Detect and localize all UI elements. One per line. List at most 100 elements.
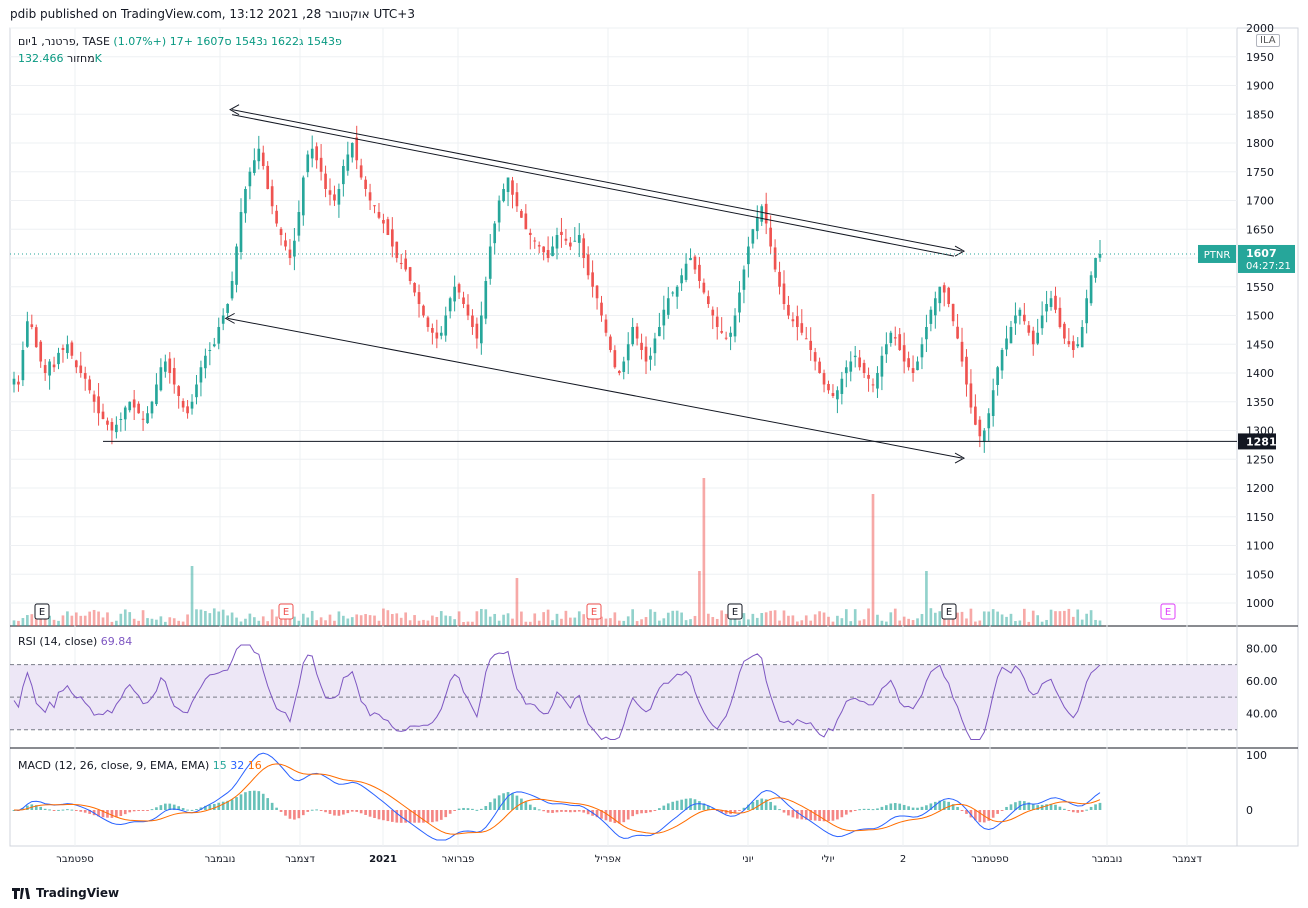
candle-body <box>787 304 790 316</box>
volume-bar <box>1071 616 1075 626</box>
volume-bar <box>1036 615 1040 626</box>
candle-body <box>261 152 265 166</box>
candle-body <box>34 327 38 348</box>
macd-histogram-bar <box>1023 801 1026 810</box>
volume-bar <box>1000 614 1004 626</box>
y-tick-label: 1950 <box>1246 51 1274 64</box>
candle-body <box>1098 253 1102 258</box>
macd-histogram-bar <box>413 810 416 823</box>
candle-body <box>929 309 933 324</box>
macd-histogram-bar <box>809 810 813 821</box>
macd-histogram-bar <box>844 810 848 815</box>
volume-bar <box>92 609 96 626</box>
candle-body <box>448 298 452 312</box>
volume-bar <box>600 616 603 626</box>
volume-bar <box>947 619 951 626</box>
candle-body <box>253 160 256 173</box>
volume-bar <box>528 621 532 626</box>
volume-bar <box>439 611 443 626</box>
volume-bar <box>301 613 305 626</box>
candle-body <box>804 338 808 340</box>
volume-bar <box>885 621 888 626</box>
volume-bar <box>604 618 608 626</box>
candle-body <box>306 154 310 173</box>
volume-bar <box>631 609 634 626</box>
volume-bar <box>146 618 149 626</box>
macd-histogram-bar <box>328 810 332 814</box>
macd-histogram-bar <box>1085 809 1088 811</box>
macd-histogram-bar <box>34 805 38 810</box>
open-value: פ1543 <box>307 35 342 48</box>
macd-histogram-bar <box>488 802 492 810</box>
volume-bar <box>996 611 999 626</box>
macd-histogram-bar <box>342 810 345 815</box>
volume-bar <box>132 618 136 626</box>
arrowhead-icon <box>229 104 240 116</box>
macd-histogram-bar <box>569 810 572 813</box>
candle-body <box>141 418 145 420</box>
candle-body <box>1036 332 1040 344</box>
volume-bar <box>916 618 919 626</box>
macd-histogram-bar <box>617 810 621 824</box>
candle-body <box>969 383 973 408</box>
candle-body <box>301 177 305 216</box>
macd-histogram-bar <box>297 810 301 819</box>
volume-bar <box>457 611 461 626</box>
candle-body <box>902 345 906 362</box>
x-tick-label: דצמבר <box>1172 854 1202 865</box>
macd-histogram-bar <box>39 806 43 810</box>
volume-bar <box>12 620 16 626</box>
volume-bar <box>524 621 528 626</box>
macd-histogram-bar <box>684 798 688 810</box>
candle-body <box>747 246 750 265</box>
macd-histogram-bar <box>1094 804 1097 810</box>
candle-body <box>1014 315 1017 324</box>
macd-histogram-bar <box>1031 804 1035 810</box>
volume-bar <box>764 612 768 626</box>
candle-body <box>942 285 946 293</box>
candle-body <box>769 227 772 247</box>
volume-bar <box>79 615 83 626</box>
macd-histogram-bar <box>764 799 768 810</box>
countdown-label: 04:27:21 <box>1246 261 1291 272</box>
macd-tick-label: 0 <box>1246 804 1253 817</box>
volume-bar <box>844 609 848 626</box>
candle-body <box>613 350 617 368</box>
channel-upper-line <box>231 114 955 257</box>
x-tick-label: יולי <box>822 854 835 865</box>
macd-histogram-bar <box>876 808 879 810</box>
volume-bar <box>747 619 750 626</box>
candle-body <box>310 148 314 159</box>
candle-body <box>297 212 301 236</box>
macd-histogram-bar <box>26 805 29 810</box>
macd-histogram-bar <box>889 803 893 810</box>
macd-histogram-bar <box>626 810 630 820</box>
volume-bar <box>21 618 25 626</box>
volume-bar <box>520 611 523 626</box>
macd-histogram-bar <box>1045 804 1048 810</box>
volume-bar <box>83 615 87 626</box>
tradingview-brand[interactable]: TradingView <box>12 886 119 900</box>
macd-histogram-bar <box>658 808 661 810</box>
candle-body <box>17 381 20 385</box>
candle-body <box>996 367 999 385</box>
candle-body <box>208 350 212 351</box>
volume-bar <box>382 608 385 626</box>
volume-bar <box>186 614 189 626</box>
macd-histogram-bar <box>546 810 550 813</box>
arrowhead-icon <box>954 452 966 464</box>
candle-body <box>88 379 91 391</box>
volume-bar <box>778 620 781 626</box>
y-tick-label: 1700 <box>1246 195 1274 208</box>
macd-histogram-bar <box>751 801 755 810</box>
candle-body <box>368 192 372 201</box>
macd-histogram-bar <box>1067 810 1071 811</box>
macd-histogram-bar <box>528 804 532 810</box>
candle-body <box>26 321 29 347</box>
currency-badge[interactable]: ILA <box>1256 34 1280 47</box>
volume-bar <box>110 621 114 626</box>
y-tick-label: 1550 <box>1246 281 1274 294</box>
volume-bar <box>546 609 550 626</box>
volume-bar <box>738 620 741 626</box>
